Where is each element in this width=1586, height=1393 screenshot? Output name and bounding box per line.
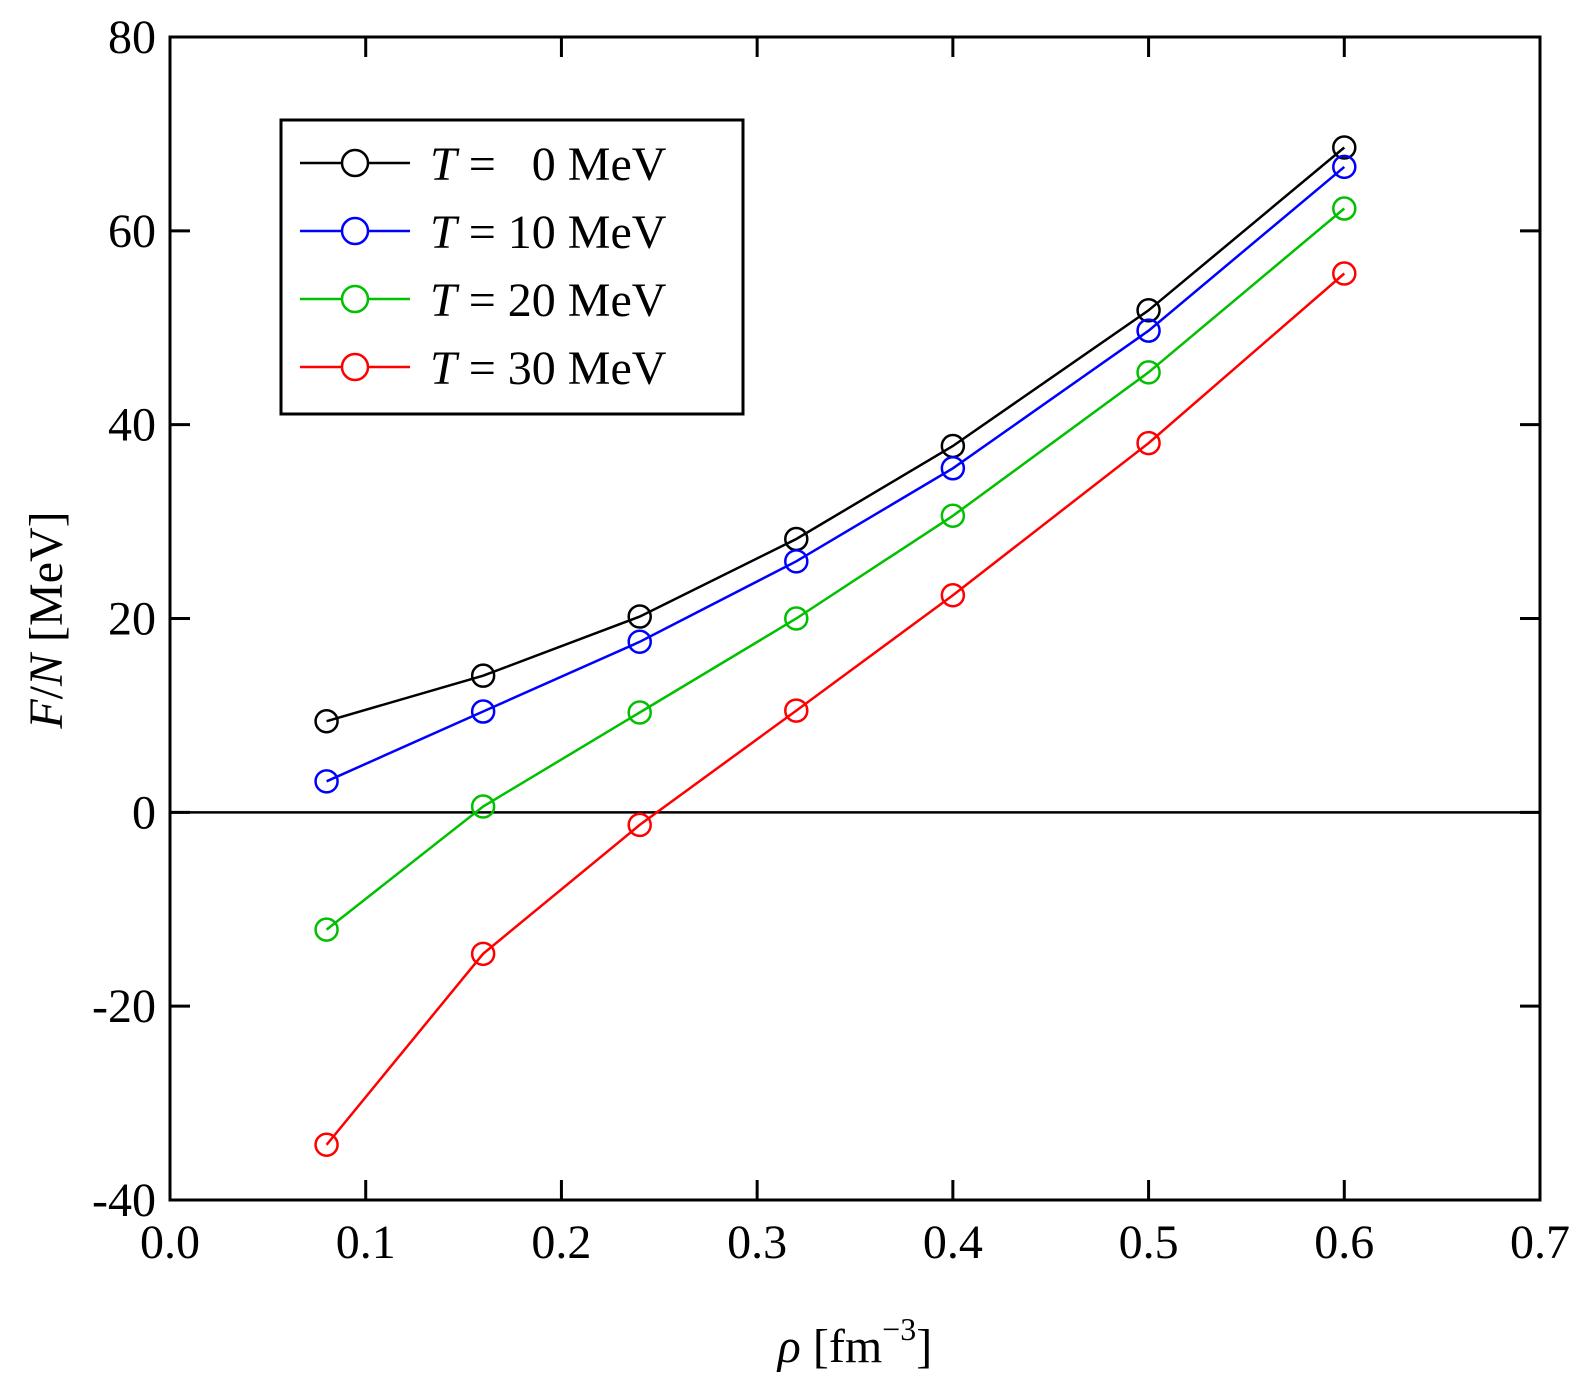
legend-label: T = 30 MeV (430, 342, 667, 395)
legend-swatch-marker (340, 216, 370, 246)
data-point (1136, 298, 1161, 323)
series-line (325, 207, 1346, 931)
data-point (470, 941, 496, 967)
x-tick-label: 0.0 (140, 1216, 200, 1269)
series-0 (314, 135, 1357, 734)
legend-swatch-marker (340, 352, 370, 382)
y-tick-label: 60 (108, 205, 156, 258)
series-line (325, 272, 1346, 1146)
x-tick-label: 0.4 (923, 1216, 983, 1269)
y-axis-label: F/N [MeV] (20, 511, 73, 729)
legend: T = 0 MeV T = 10 MeV T = 20 MeV T = 30 MeV (279, 118, 745, 416)
x-tick-label: 0.5 (1119, 1216, 1179, 1269)
y-axis-symbol-n: N (20, 651, 73, 687)
data-point (1332, 154, 1357, 180)
data-point (627, 700, 652, 725)
legend-entry: T = 30 MeV (300, 342, 667, 395)
data-point (627, 812, 652, 838)
data-point (314, 708, 339, 734)
legend-entry: T = 20 MeV (300, 274, 667, 327)
legend-swatch-marker (340, 284, 370, 314)
data-point (1136, 360, 1161, 385)
series-2 (314, 196, 1357, 942)
series-line (326, 165, 1346, 783)
x-tick-label: 0.1 (336, 1216, 396, 1269)
data-point (940, 582, 966, 608)
series-1 (314, 154, 1357, 794)
x-axis-label: ρ [fm−3] (776, 1311, 932, 1373)
data-point (470, 663, 496, 688)
series-3 (314, 261, 1357, 1158)
data-point (314, 1132, 339, 1158)
data-point (784, 549, 809, 574)
legend-swatch-marker (340, 148, 370, 178)
data-point (1136, 318, 1161, 343)
data-point (470, 794, 496, 819)
x-axis-exponent: −3 (882, 1311, 916, 1347)
legend-label: T = 10 MeV (430, 206, 667, 259)
data-point (940, 456, 966, 481)
data-point (1332, 196, 1357, 221)
x-tick-label: 0.2 (531, 1216, 591, 1269)
legend-entry: T = 0 MeV (300, 138, 667, 191)
x-tick-label: 0.6 (1314, 1216, 1374, 1269)
series-layer (314, 135, 1357, 1158)
x-axis-unit: fm (829, 1320, 882, 1373)
y-tick-label: -40 (92, 1174, 156, 1227)
y-axis-unit: [MeV] (20, 511, 73, 642)
data-point (784, 606, 809, 631)
data-point (470, 699, 496, 724)
data-point (1332, 135, 1357, 160)
legend-entries: T = 0 MeV T = 10 MeV T = 20 MeV T = 30 MeV (300, 138, 667, 395)
y-tick-label: -20 (92, 980, 156, 1033)
data-point (627, 629, 652, 655)
x-tick-label: 0.3 (727, 1216, 787, 1269)
y-tick-label: 20 (108, 593, 156, 646)
series-line (326, 146, 1346, 723)
legend-label: T = 0 MeV (430, 138, 667, 191)
ticks-layer: 0.0 0.1 0.2 0.3 0.4 0.5 0.6 0.7 -40 -20 0 20 40 60 80 (92, 11, 1570, 1269)
y-axis-slash: / (20, 685, 73, 699)
data-point (1332, 261, 1357, 286)
x-tick-label: 0.7 (1510, 1216, 1570, 1269)
data-point (627, 604, 652, 629)
data-point (784, 698, 809, 723)
y-tick-label: 0 (132, 786, 156, 839)
y-axis-symbol-f: F (20, 699, 73, 730)
data-point (314, 917, 339, 942)
legend-label: T = 20 MeV (430, 274, 667, 327)
data-point (1136, 430, 1161, 456)
legend-entry: T = 10 MeV (300, 206, 667, 259)
y-tick-label: 40 (108, 399, 156, 452)
data-point (940, 503, 966, 529)
x-axis-symbol: ρ (776, 1320, 801, 1373)
y-tick-label: 80 (108, 11, 156, 64)
data-point (314, 769, 339, 794)
